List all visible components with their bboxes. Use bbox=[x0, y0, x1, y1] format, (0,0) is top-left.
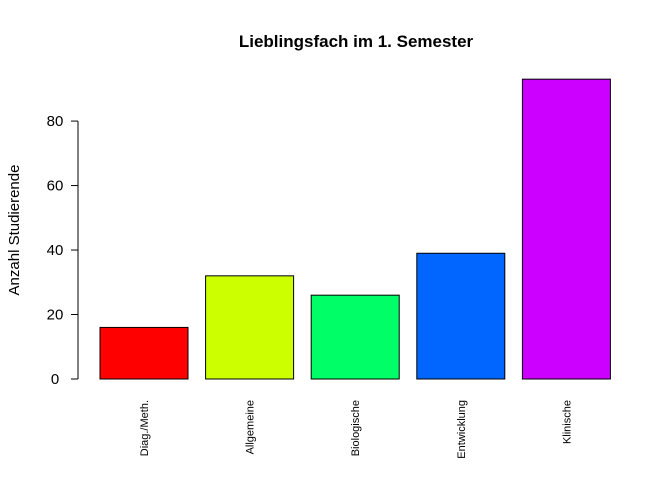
y-tick-label: 40 bbox=[47, 242, 64, 259]
y-axis-label: Anzahl Studierende bbox=[6, 165, 23, 296]
category-label: Klinische bbox=[561, 400, 573, 444]
bar-klinische bbox=[521, 78, 611, 380]
y-tick-label: 0 bbox=[51, 371, 59, 388]
bar-allgemeine bbox=[205, 275, 295, 380]
chart-title: Lieblingsfach im 1. Semester bbox=[239, 32, 474, 51]
y-tick-label: 80 bbox=[47, 113, 64, 130]
bar-entwicklung bbox=[416, 252, 506, 380]
category-label: Entwicklung bbox=[456, 400, 468, 459]
bars bbox=[99, 78, 611, 380]
category-label: Allgemeine bbox=[245, 400, 257, 454]
y-axis: 0 20 40 60 80 bbox=[47, 113, 79, 388]
y-tick-label: 60 bbox=[47, 178, 64, 195]
category-label: Biologische bbox=[350, 400, 362, 456]
category-labels: Diag./Meth. Allgemeine Biologische Entwickl… bbox=[139, 400, 573, 459]
y-tick-label: 20 bbox=[47, 307, 64, 324]
category-label: Diag./Meth. bbox=[139, 400, 151, 456]
bar-diag-meth bbox=[99, 326, 189, 380]
bar-biologische bbox=[310, 294, 400, 380]
